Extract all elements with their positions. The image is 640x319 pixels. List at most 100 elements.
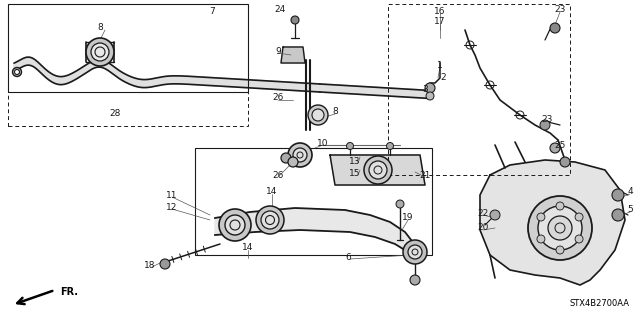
Bar [195, 148, 432, 255]
Polygon shape [386, 88, 387, 96]
Polygon shape [303, 83, 304, 91]
Polygon shape [337, 85, 339, 93]
Polygon shape [402, 89, 403, 97]
Text: 23: 23 [541, 115, 553, 124]
Polygon shape [284, 82, 285, 90]
Polygon shape [81, 67, 83, 76]
Polygon shape [46, 70, 47, 78]
Polygon shape [168, 76, 169, 84]
Polygon shape [56, 76, 57, 84]
Polygon shape [70, 74, 71, 82]
Polygon shape [139, 79, 140, 87]
Polygon shape [272, 81, 273, 89]
Circle shape [556, 246, 564, 254]
Circle shape [15, 70, 19, 75]
Polygon shape [119, 70, 120, 79]
Polygon shape [146, 79, 147, 88]
Polygon shape [79, 69, 80, 77]
Text: 13: 13 [349, 158, 361, 167]
Polygon shape [215, 78, 216, 86]
Polygon shape [75, 71, 76, 80]
Polygon shape [211, 78, 212, 85]
Polygon shape [145, 79, 146, 88]
Polygon shape [107, 62, 108, 70]
Polygon shape [359, 86, 360, 94]
Polygon shape [480, 160, 625, 285]
Polygon shape [68, 75, 69, 83]
Polygon shape [37, 61, 38, 70]
Bar [388, 4, 570, 175]
Polygon shape [349, 86, 350, 94]
Polygon shape [93, 60, 95, 68]
Polygon shape [164, 77, 165, 85]
Polygon shape [111, 65, 112, 73]
Polygon shape [45, 69, 46, 78]
Polygon shape [400, 89, 401, 97]
Polygon shape [374, 87, 375, 95]
Polygon shape [204, 77, 205, 85]
Polygon shape [281, 47, 305, 63]
Circle shape [281, 153, 291, 163]
Polygon shape [131, 77, 132, 85]
Polygon shape [199, 77, 200, 85]
Polygon shape [224, 78, 225, 86]
Polygon shape [258, 80, 259, 88]
Polygon shape [267, 81, 268, 89]
Polygon shape [194, 77, 195, 85]
Circle shape [308, 105, 328, 125]
Polygon shape [220, 78, 221, 86]
Polygon shape [270, 81, 271, 89]
Polygon shape [348, 86, 349, 94]
Polygon shape [410, 89, 411, 97]
Polygon shape [227, 78, 228, 86]
Polygon shape [334, 85, 335, 93]
Text: 10: 10 [317, 138, 329, 147]
Polygon shape [398, 89, 399, 97]
Polygon shape [409, 89, 410, 97]
Polygon shape [198, 77, 199, 85]
Polygon shape [103, 60, 104, 68]
Polygon shape [156, 78, 157, 86]
Polygon shape [47, 70, 48, 79]
Circle shape [293, 148, 307, 162]
Polygon shape [185, 76, 186, 84]
Polygon shape [180, 76, 181, 84]
Circle shape [560, 157, 570, 167]
Polygon shape [110, 64, 111, 72]
Polygon shape [44, 68, 45, 77]
Polygon shape [212, 78, 213, 86]
Circle shape [575, 235, 583, 243]
Polygon shape [38, 63, 39, 71]
Circle shape [291, 16, 299, 24]
Circle shape [219, 209, 251, 241]
Polygon shape [71, 74, 72, 82]
Polygon shape [416, 90, 417, 98]
Bar [8, 4, 248, 92]
Polygon shape [301, 83, 302, 91]
Polygon shape [214, 78, 215, 86]
Polygon shape [425, 90, 426, 98]
Polygon shape [177, 76, 178, 84]
Circle shape [364, 156, 392, 184]
Polygon shape [266, 81, 267, 89]
Circle shape [550, 23, 560, 33]
Polygon shape [77, 70, 79, 78]
Polygon shape [21, 59, 22, 68]
Polygon shape [186, 76, 188, 84]
Polygon shape [16, 62, 17, 70]
Polygon shape [309, 83, 310, 92]
Polygon shape [184, 76, 185, 84]
Circle shape [13, 68, 22, 77]
Text: 12: 12 [166, 203, 178, 211]
Polygon shape [108, 63, 109, 71]
Polygon shape [174, 76, 175, 84]
Polygon shape [29, 57, 30, 65]
Polygon shape [197, 77, 198, 85]
Polygon shape [225, 78, 226, 86]
Polygon shape [173, 76, 174, 84]
Polygon shape [39, 63, 40, 72]
Polygon shape [276, 81, 277, 89]
Polygon shape [126, 74, 127, 83]
Polygon shape [370, 87, 371, 95]
Polygon shape [66, 76, 67, 84]
